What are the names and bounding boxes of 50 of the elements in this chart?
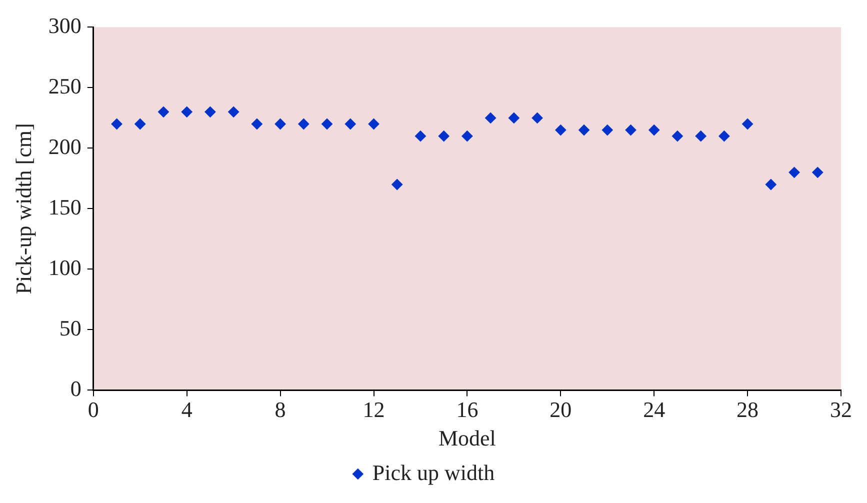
x-tick-label: 8 (274, 397, 286, 422)
point (204, 106, 216, 118)
point (414, 130, 426, 142)
point (625, 124, 636, 136)
y-axis-title: Pick-up width [cm] (10, 123, 36, 294)
x-tick-label: 20 (550, 397, 572, 422)
x-tick-label: 32 (830, 397, 852, 422)
point (485, 112, 496, 124)
point (555, 124, 566, 136)
x-tick-label: 12 (362, 397, 385, 422)
x-axis-title: Model (438, 426, 496, 451)
point (134, 118, 146, 130)
y-tick-label: 0 (70, 376, 82, 401)
x-tick-label: 0 (88, 397, 99, 422)
point (228, 106, 240, 118)
point (274, 118, 286, 130)
y-tick-label: 100 (48, 254, 82, 280)
point (672, 130, 683, 142)
x-tick-label: 28 (736, 397, 759, 422)
point (322, 118, 333, 130)
point (392, 179, 403, 190)
y-tick-label: 250 (48, 73, 82, 98)
point (462, 130, 473, 142)
point (368, 118, 380, 130)
point (438, 130, 450, 142)
y-tick-label: 200 (48, 134, 82, 159)
x-tick-label: 16 (456, 397, 478, 422)
point (578, 124, 590, 136)
x-tick-label: 24 (643, 397, 666, 422)
point (718, 130, 730, 142)
point (765, 179, 776, 190)
point (181, 106, 192, 118)
x-tick-label: 4 (181, 397, 192, 422)
point (508, 112, 520, 124)
point (298, 118, 310, 130)
y-tick-label: 50 (59, 315, 82, 340)
point (695, 130, 706, 142)
point (111, 118, 122, 130)
point (742, 118, 754, 130)
legend-label: Pick up width (372, 460, 495, 485)
point (251, 118, 262, 130)
point (158, 106, 169, 118)
y-tick-label: 300 (48, 12, 82, 38)
point (648, 124, 660, 136)
point (532, 112, 543, 124)
point (788, 166, 800, 178)
y-tick-label: 150 (48, 194, 82, 220)
point (812, 166, 824, 178)
point (344, 118, 356, 130)
point (602, 124, 613, 136)
